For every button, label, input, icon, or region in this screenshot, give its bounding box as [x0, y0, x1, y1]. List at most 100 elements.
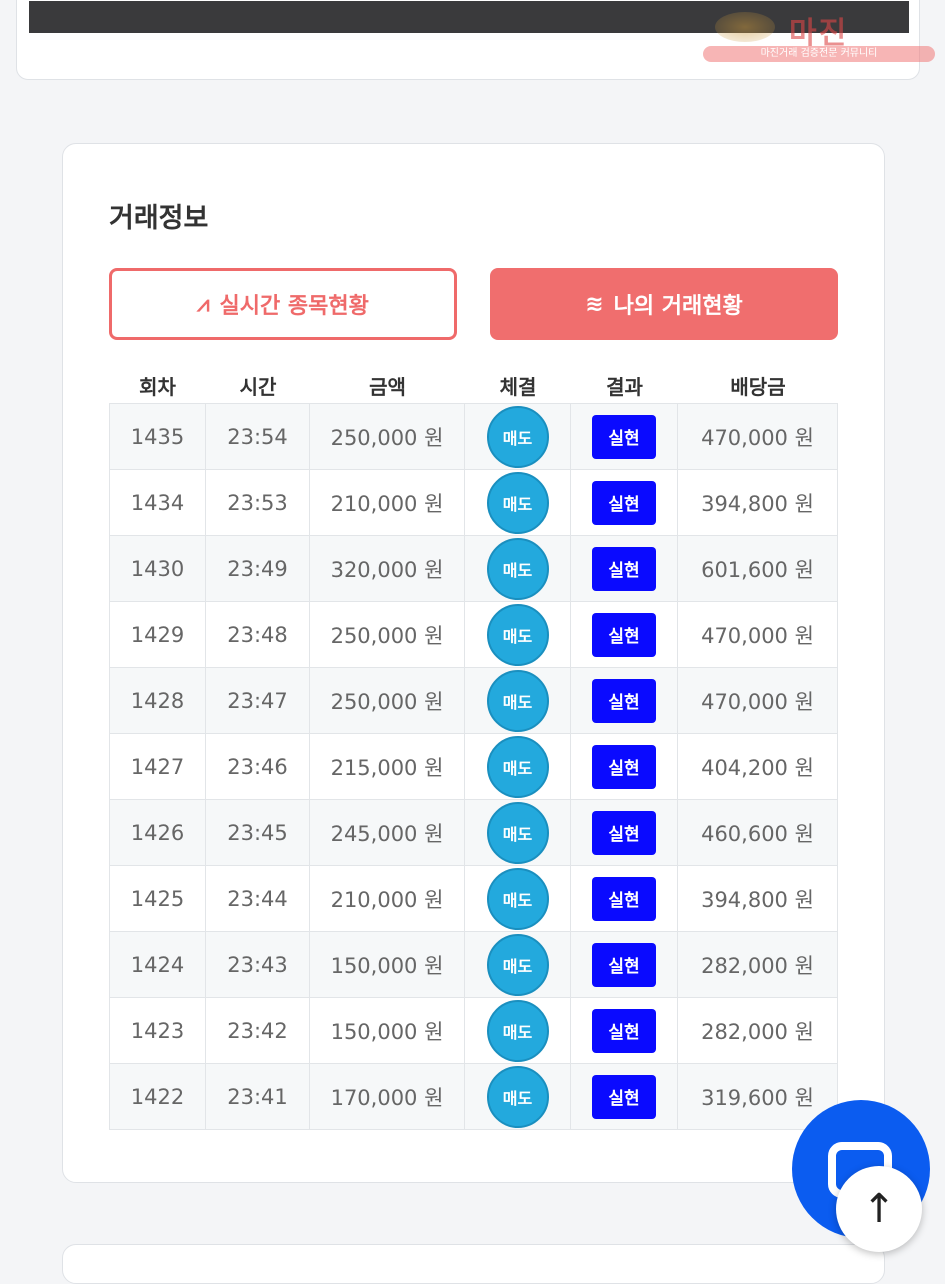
result-badge: 실현	[592, 942, 656, 987]
sell-badge: 매도	[486, 471, 549, 534]
table-row: 1434 23:53 210,000 원 매도 실현 394,800 원	[109, 470, 838, 536]
table-row: 1422 23:41 170,000 원 매도 실현 319,600 원	[109, 1064, 838, 1130]
result-badge: 실현	[592, 612, 656, 657]
result-badge: 실현	[592, 744, 656, 789]
sell-badge: 매도	[486, 405, 549, 468]
cell-payout: 394,800 원	[678, 470, 838, 535]
result-badge: 실현	[592, 414, 656, 459]
header-result: 결과	[606, 374, 643, 399]
my-trades-button[interactable]: ≋ 나의 거래현황	[490, 268, 838, 340]
emblem-icon	[715, 12, 775, 42]
cell-time: 23:49	[206, 536, 310, 601]
sell-badge: 매도	[486, 735, 549, 798]
previous-card	[16, 0, 920, 80]
cell-trade: 매도	[465, 602, 571, 667]
table-row: 1429 23:48 250,000 원 매도 실현 470,000 원	[109, 602, 838, 668]
cell-result: 실현	[571, 1064, 678, 1129]
result-badge: 실현	[592, 876, 656, 921]
cell-round: 1425	[109, 866, 206, 931]
table-row: 1424 23:43 150,000 원 매도 실현 282,000 원	[109, 932, 838, 998]
sell-badge: 매도	[486, 537, 549, 600]
cell-result: 실현	[571, 470, 678, 535]
trade-info-card: 거래정보 ⩘ 실시간 종목현황 ≋ 나의 거래현황 회차 시간 금액 체결 결과…	[62, 143, 885, 1183]
cell-result: 실현	[571, 932, 678, 997]
table-row: 1428 23:47 250,000 원 매도 실현 470,000 원	[109, 668, 838, 734]
cell-payout: 282,000 원	[678, 932, 838, 997]
section-title: 거래정보	[109, 203, 209, 234]
table-header: 회차 시간 금액 체결 결과 배당금	[109, 366, 838, 404]
sell-badge: 매도	[486, 801, 549, 864]
header-trade: 체결	[499, 374, 537, 399]
cell-payout: 601,600 원	[678, 536, 838, 601]
cell-amount: 150,000 원	[310, 932, 465, 997]
cell-round: 1426	[109, 800, 206, 865]
result-badge: 실현	[592, 546, 656, 591]
cell-time: 23:48	[206, 602, 310, 667]
cell-amount: 170,000 원	[310, 1064, 465, 1129]
table-row: 1435 23:54 250,000 원 매도 실현 470,000 원	[109, 404, 838, 470]
cell-time: 23:46	[206, 734, 310, 799]
scroll-top-button[interactable]: ↑	[836, 1166, 922, 1252]
table-row: 1427 23:46 215,000 원 매도 실현 404,200 원	[109, 734, 838, 800]
cell-time: 23:45	[206, 800, 310, 865]
watermark-tagline: 마진거래 검증전문 커뮤니티	[703, 46, 935, 62]
cell-time: 23:42	[206, 998, 310, 1063]
result-badge: 실현	[592, 1074, 656, 1119]
cell-round: 1429	[109, 602, 206, 667]
cell-result: 실현	[571, 536, 678, 601]
sell-badge: 매도	[486, 999, 549, 1062]
header-amount: 금액	[369, 374, 406, 399]
cell-trade: 매도	[465, 866, 571, 931]
cell-round: 1422	[109, 1064, 206, 1129]
cell-payout: 470,000 원	[678, 404, 838, 469]
cell-time: 23:41	[206, 1064, 310, 1129]
cell-trade: 매도	[465, 932, 571, 997]
cell-result: 실현	[571, 866, 678, 931]
sell-badge: 매도	[486, 933, 549, 996]
result-badge: 실현	[592, 810, 656, 855]
table-row: 1423 23:42 150,000 원 매도 실현 282,000 원	[109, 998, 838, 1064]
cell-round: 1424	[109, 932, 206, 997]
cell-result: 실현	[571, 800, 678, 865]
table-row: 1425 23:44 210,000 원 매도 실현 394,800 원	[109, 866, 838, 932]
cell-trade: 매도	[465, 470, 571, 535]
cell-payout: 394,800 원	[678, 866, 838, 931]
realtime-status-button[interactable]: ⩘ 실시간 종목현황	[109, 268, 457, 340]
cell-trade: 매도	[465, 404, 571, 469]
cell-round: 1427	[109, 734, 206, 799]
sell-badge: 매도	[486, 669, 549, 732]
cell-trade: 매도	[465, 536, 571, 601]
cell-amount: 250,000 원	[310, 404, 465, 469]
cell-amount: 150,000 원	[310, 998, 465, 1063]
cell-trade: 매도	[465, 668, 571, 733]
cell-result: 실현	[571, 668, 678, 733]
cell-payout: 319,600 원	[678, 1064, 838, 1129]
cell-amount: 210,000 원	[310, 866, 465, 931]
cell-payout: 460,600 원	[678, 800, 838, 865]
sell-badge: 매도	[486, 867, 549, 930]
cell-time: 23:53	[206, 470, 310, 535]
header-payout: 배당금	[730, 374, 786, 399]
table-row: 1426 23:45 245,000 원 매도 실현 460,600 원	[109, 800, 838, 866]
cell-trade: 매도	[465, 800, 571, 865]
watermark: 마진 마진거래 검증전문 커뮤니티	[703, 8, 935, 66]
cell-amount: 210,000 원	[310, 470, 465, 535]
cell-amount: 320,000 원	[310, 536, 465, 601]
cell-result: 실현	[571, 404, 678, 469]
cell-payout: 404,200 원	[678, 734, 838, 799]
cell-time: 23:47	[206, 668, 310, 733]
table-body[interactable]: 1435 23:54 250,000 원 매도 실현 470,000 원 1434 23:53…	[109, 403, 838, 1136]
cell-round: 1423	[109, 998, 206, 1063]
cell-payout: 470,000 원	[678, 668, 838, 733]
cell-trade: 매도	[465, 734, 571, 799]
cell-time: 23:43	[206, 932, 310, 997]
cell-amount: 215,000 원	[310, 734, 465, 799]
header-time: 시간	[239, 374, 277, 399]
waves-icon: ≋	[585, 291, 604, 317]
cell-trade: 매도	[465, 1064, 571, 1129]
sell-badge: 매도	[486, 603, 549, 666]
realtime-status-label: 실시간 종목현황	[219, 294, 369, 319]
cell-round: 1428	[109, 668, 206, 733]
cell-trade: 매도	[465, 998, 571, 1063]
cell-result: 실현	[571, 998, 678, 1063]
